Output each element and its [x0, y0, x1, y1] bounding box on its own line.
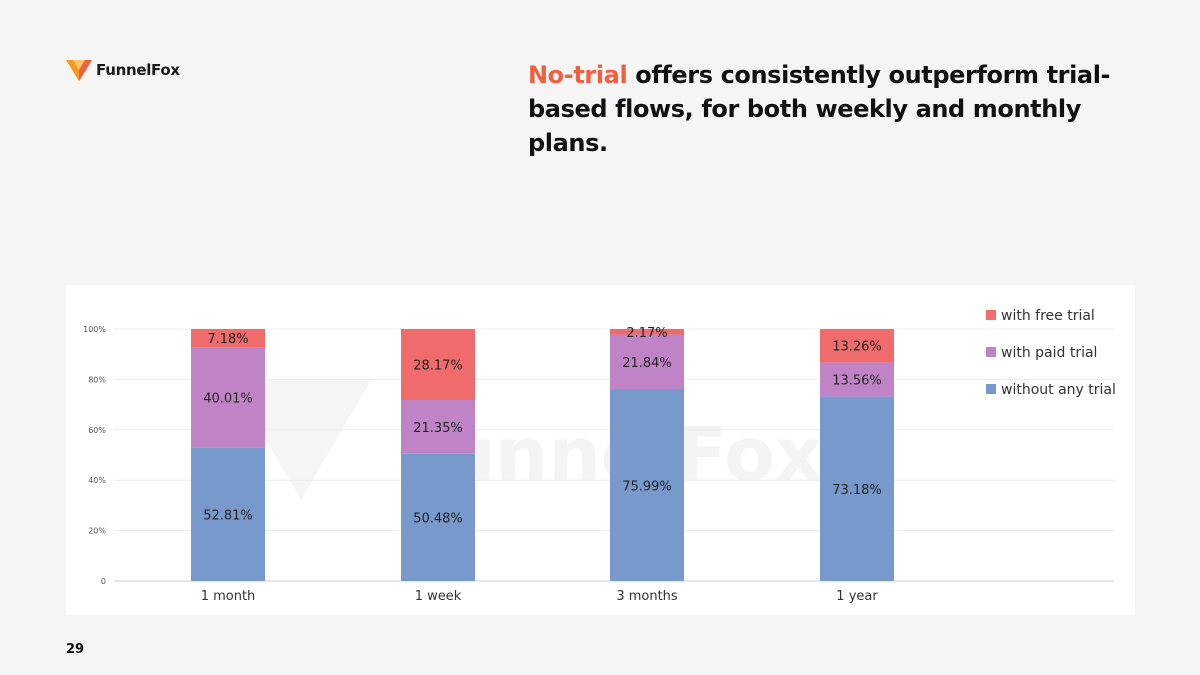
x-tick-label: 1 week [415, 589, 462, 604]
data-label: 50.48% [413, 511, 463, 526]
stacked-bar-chart: FunnelFox 0 20% 40% 60% 80% 100% 52.81% 40.01% 7.… [83, 308, 1116, 604]
data-label: 52.81% [203, 508, 253, 523]
chart-panel: FunnelFox 0 20% 40% 60% 80% 100% 52.81% 40.01% 7.… [66, 285, 1135, 615]
legend-label: without any trial [1001, 382, 1116, 398]
x-tick-label: 1 month [201, 589, 256, 604]
legend-swatch [986, 347, 996, 357]
data-label: 13.56% [832, 374, 882, 389]
bar-segment [820, 329, 894, 363]
slide-headline: No-trial offers consistently outperform … [528, 58, 1148, 160]
bar-segment [191, 329, 265, 348]
data-label: 2.17% [626, 326, 667, 341]
watermark: FunnelFox [231, 380, 823, 500]
bar-segment [401, 453, 475, 581]
legend-label: with paid trial [1001, 345, 1097, 361]
bar-segment [820, 396, 894, 581]
y-tick-label: 20% [88, 527, 106, 536]
y-tick-label: 60% [88, 426, 106, 435]
legend-swatch [986, 384, 996, 394]
data-label: 13.26% [832, 340, 882, 355]
data-label: 75.99% [622, 479, 672, 494]
bar-segment [191, 447, 265, 581]
bar-segment [401, 399, 475, 454]
y-tick-label: 100% [83, 325, 106, 334]
fox-logo-icon [66, 60, 92, 81]
data-label: 28.17% [413, 358, 463, 373]
bar-segment [401, 329, 475, 400]
watermark-fox-icon [231, 380, 371, 500]
data-label: 40.01% [203, 392, 253, 407]
data-label: 7.18% [207, 332, 248, 347]
data-label: 21.35% [413, 421, 463, 436]
legend-swatch [986, 310, 996, 320]
x-tick-label: 3 months [616, 589, 678, 604]
bar-segment [191, 347, 265, 448]
bar-segment [610, 334, 684, 390]
bar-segment [610, 389, 684, 581]
y-tick-label: 40% [88, 476, 106, 485]
legend-label: with free trial [1001, 308, 1095, 324]
page-number: 29 [66, 642, 85, 657]
data-label: 21.84% [622, 356, 672, 371]
brand-name: FunnelFox [96, 61, 180, 79]
bar-segment [820, 362, 894, 397]
headline-rest: offers consistently outperform trial-bas… [528, 61, 1111, 157]
y-tick-label: 0 [101, 577, 106, 586]
x-tick-label: 1 year [836, 589, 878, 604]
bar-segment [610, 329, 684, 335]
brand-logo: FunnelFox [66, 58, 180, 82]
headline-accent: No-trial [528, 61, 628, 89]
data-label: 73.18% [832, 483, 882, 498]
y-tick-label: 80% [88, 375, 106, 384]
